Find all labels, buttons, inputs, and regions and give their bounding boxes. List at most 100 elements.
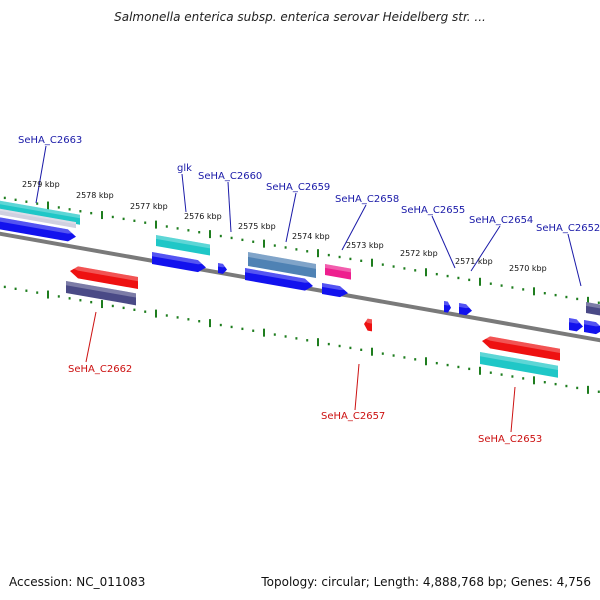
accession-text: Accession: NC_011083 (9, 575, 146, 589)
gene-feature-cyan-body (0, 200, 80, 225)
gene-feature-blue-body (569, 318, 583, 332)
gene-feature-cyan-shine (156, 235, 210, 249)
gene-feature-cyan-body (480, 352, 558, 378)
gene-feature-red-body (70, 266, 138, 289)
gene-label-fwd: SeHA_C2655 (401, 205, 465, 216)
gene-feature-slate (66, 281, 136, 306)
gene-feature-blue-body (245, 268, 313, 291)
topology-text: Topology: circular; Length: 4,888,768 bp… (261, 575, 591, 589)
gene-features (0, 200, 600, 378)
gene-feature-blue (444, 301, 451, 313)
gene-feature-blue-shine (569, 318, 583, 324)
gene-feature-slate-body (586, 302, 600, 316)
leader-line (354, 363, 360, 411)
gene-label-fwd: SeHA_C2654 (469, 215, 533, 226)
gene-feature-blue-body (152, 252, 206, 273)
tick-marks (3, 196, 600, 394)
map-title: Salmonella enterica subsp. enterica sero… (114, 10, 486, 24)
gene-feature-blue-body (322, 283, 348, 298)
gene-feature-blue-body (459, 303, 472, 316)
gene-label-fwd: SeHA_C2659 (266, 182, 330, 193)
kbp-label: 2575 kbp (238, 222, 276, 231)
kbp-label: 2573 kbp (346, 241, 384, 250)
gene-feature-pink-body (325, 264, 351, 280)
gene-label-fwd: SeHA_C2663 (18, 135, 82, 146)
gene-feature-red-shine (364, 318, 372, 324)
gene-feature-pink (325, 264, 351, 280)
gene-feature-blue (0, 216, 76, 242)
gene-feature-cyan-body (156, 235, 210, 256)
gene-feature-slate (586, 302, 600, 316)
gene-feature-red-body (364, 318, 372, 332)
gene-label-fwd: SeHA_C2658 (335, 194, 399, 205)
gene-feature-blue-shine (322, 283, 348, 291)
gene-feature-blue-body (0, 216, 76, 242)
gene-feature-steel (248, 252, 316, 278)
gene-feature-gray (0, 208, 76, 229)
leader-line (181, 173, 187, 213)
gene-label-rev: SeHA_C2662 (68, 364, 132, 375)
leader-line (567, 233, 582, 287)
gene-feature-red-shine (70, 266, 138, 282)
gene-feature-steel-body (248, 252, 316, 278)
gene-feature-blue (459, 303, 472, 316)
gene-feature-blue-shine (245, 268, 313, 283)
gene-feature-gray-shine (0, 208, 76, 225)
gene-feature-gray-body (0, 208, 76, 229)
gene-feature-cyan (156, 235, 210, 256)
kbp-label: 2577 kbp (130, 202, 168, 211)
kbp-labels: 2579 kbp 2578 kbp 2577 kbp 2576 kbp 2575… (22, 180, 547, 273)
gene-feature-cyan-shine (0, 200, 80, 219)
gene-feature-slate-shine (66, 281, 136, 298)
gene-feature-blue-body (444, 301, 451, 313)
gene-feature-blue (322, 283, 348, 298)
gene-feature-red (364, 318, 372, 332)
gene-feature-cyan (0, 200, 80, 225)
gene-feature-blue-shine (218, 263, 227, 268)
gene-feature-blue-shine (444, 301, 451, 306)
kbp-label: 2576 kbp (184, 212, 222, 221)
gene-label-fwd: SeHA_C2660 (198, 171, 262, 182)
kbp-label: 2570 kbp (509, 264, 547, 273)
gene-feature-red (482, 336, 560, 361)
leader-line (227, 181, 232, 233)
gene-label-fwd: SeHA_C2652 (536, 223, 600, 234)
gene-feature-red-body (482, 336, 560, 361)
gene-label-rev: SeHA_C2657 (321, 411, 385, 422)
label-leader-lines (35, 145, 582, 433)
kbp-label: 2572 kbp (400, 249, 438, 258)
gene-feature-blue (584, 320, 600, 335)
gene-feature-blue-shine (152, 252, 206, 265)
gene-label-rev: SeHA_C2653 (478, 434, 542, 445)
gene-feature-red-shine (482, 336, 560, 353)
gene-feature-blue (218, 263, 227, 274)
gene-feature-blue-shine (584, 320, 600, 327)
gene-feature-pink-shine (325, 264, 351, 273)
gene-feature-red (70, 266, 138, 289)
gene-feature-cyan (480, 352, 558, 378)
gene-feature-slate-shine (586, 302, 600, 309)
leader-line (285, 192, 297, 243)
gene-labels: SeHA_C2663 glk SeHA_C2660 SeHA_C2659 SeH… (18, 135, 600, 445)
gene-feature-blue (569, 318, 583, 332)
leader-line (35, 145, 47, 204)
gene-feature-slate-body (66, 281, 136, 306)
leader-line (431, 215, 456, 269)
gene-feature-steel-shine (248, 252, 316, 269)
leader-line (85, 311, 97, 363)
gene-label-fwd: glk (177, 163, 192, 174)
gene-feature-blue-body (218, 263, 227, 274)
leader-line (341, 204, 367, 251)
kbp-label: 2574 kbp (292, 232, 330, 241)
leader-line (510, 386, 516, 433)
gene-feature-blue-shine (459, 303, 472, 309)
gene-feature-blue-body (584, 320, 600, 335)
kbp-label: 2578 kbp (76, 191, 114, 200)
gene-feature-cyan-shine (480, 352, 558, 370)
gene-feature-blue-shine (0, 216, 76, 234)
kbp-label: 2571 kbp (455, 257, 493, 266)
leader-line (470, 225, 501, 272)
gene-feature-blue (152, 252, 206, 273)
gene-feature-blue (245, 268, 313, 291)
